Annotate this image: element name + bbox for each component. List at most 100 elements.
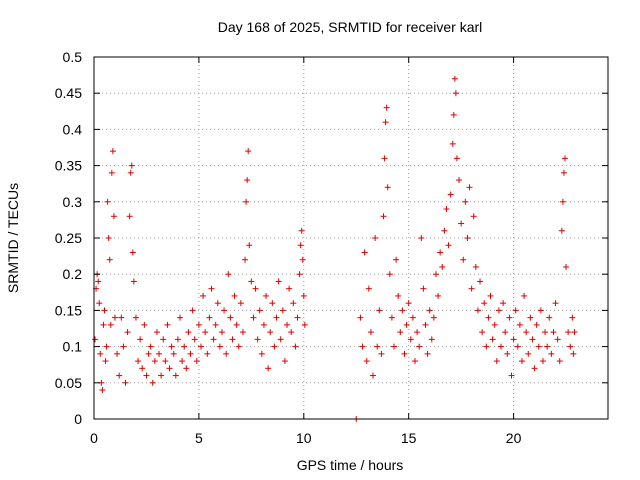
data-point (147, 343, 154, 350)
data-point (451, 75, 458, 82)
data-point (164, 321, 171, 328)
data-point (237, 300, 244, 307)
data-point (256, 307, 263, 314)
data-point (286, 285, 293, 292)
data-point (441, 227, 448, 234)
data-point (533, 321, 540, 328)
data-point (137, 336, 144, 343)
data-point (508, 372, 515, 379)
data-point (263, 292, 270, 299)
data-point (108, 169, 115, 176)
data-point (569, 314, 576, 321)
data-point (500, 300, 507, 307)
data-point (183, 365, 190, 372)
data-point (160, 336, 167, 343)
data-point (563, 263, 570, 270)
data-point (170, 350, 177, 357)
y-tick-label: 0.15 (55, 302, 82, 318)
data-point (252, 285, 259, 292)
data-point (128, 162, 135, 169)
data-point (106, 256, 113, 263)
data-point (370, 372, 377, 379)
data-point (565, 329, 572, 336)
data-point (466, 184, 473, 191)
x-tick-labels: 0 5 10 15 20 (90, 430, 521, 446)
data-point (99, 387, 106, 394)
data-point (397, 329, 404, 336)
data-point (498, 343, 505, 350)
data-point (298, 227, 305, 234)
data-point (376, 307, 383, 314)
data-point (483, 343, 490, 350)
y-tick-label: 0.3 (63, 194, 83, 210)
data-point (381, 155, 388, 162)
data-point (361, 249, 368, 256)
data-point (489, 336, 496, 343)
data-point (168, 343, 175, 350)
data-point (292, 343, 299, 350)
data-point (525, 350, 532, 357)
data-point (244, 177, 251, 184)
x-tick-label: 20 (506, 430, 522, 446)
data-point (464, 235, 471, 241)
data-point (250, 314, 257, 321)
data-point (424, 350, 431, 357)
data-point (149, 379, 156, 386)
data-point (462, 198, 469, 205)
data-point (474, 307, 481, 314)
data-point (239, 329, 246, 336)
x-tick-label: 5 (195, 430, 203, 446)
data-point (258, 350, 265, 357)
data-point (151, 358, 158, 365)
data-point (177, 314, 184, 321)
data-point (554, 336, 561, 343)
y-tick-label: 0.5 (63, 49, 83, 65)
data-point (101, 307, 108, 314)
data-point (516, 321, 523, 328)
data-point (172, 372, 179, 379)
data-point (470, 213, 477, 220)
data-point (383, 104, 390, 111)
data-point (384, 184, 391, 191)
data-point (570, 350, 577, 357)
data-point (428, 336, 435, 343)
data-point (426, 307, 433, 314)
data-point (365, 285, 372, 292)
data-point (491, 321, 498, 328)
data-point (166, 365, 173, 372)
data-point (523, 329, 530, 336)
data-point (388, 314, 395, 321)
data-point (453, 155, 460, 162)
data-point (197, 343, 204, 350)
data-point (393, 256, 400, 263)
data-point (357, 314, 364, 321)
data-point (556, 358, 563, 365)
data-point (246, 242, 253, 249)
data-point (367, 329, 374, 336)
data-point (200, 292, 207, 299)
data-point (521, 292, 528, 299)
data-point (110, 213, 117, 220)
data-point (550, 329, 557, 336)
data-point (212, 321, 219, 328)
data-point (185, 329, 192, 336)
data-point (139, 365, 146, 372)
data-point (409, 314, 416, 321)
data-point (135, 358, 142, 365)
data-point (103, 343, 110, 350)
data-point (456, 177, 463, 184)
data-point (179, 358, 186, 365)
data-point (506, 314, 513, 321)
data-point (374, 343, 381, 350)
data-point (181, 343, 188, 350)
data-point (561, 155, 568, 162)
data-point (104, 198, 111, 205)
data-point (395, 292, 402, 299)
data-point (281, 358, 288, 365)
data-point (153, 329, 160, 336)
data-point (539, 358, 546, 365)
data-point (386, 271, 393, 278)
data-point (141, 321, 148, 328)
data-point (510, 336, 517, 343)
